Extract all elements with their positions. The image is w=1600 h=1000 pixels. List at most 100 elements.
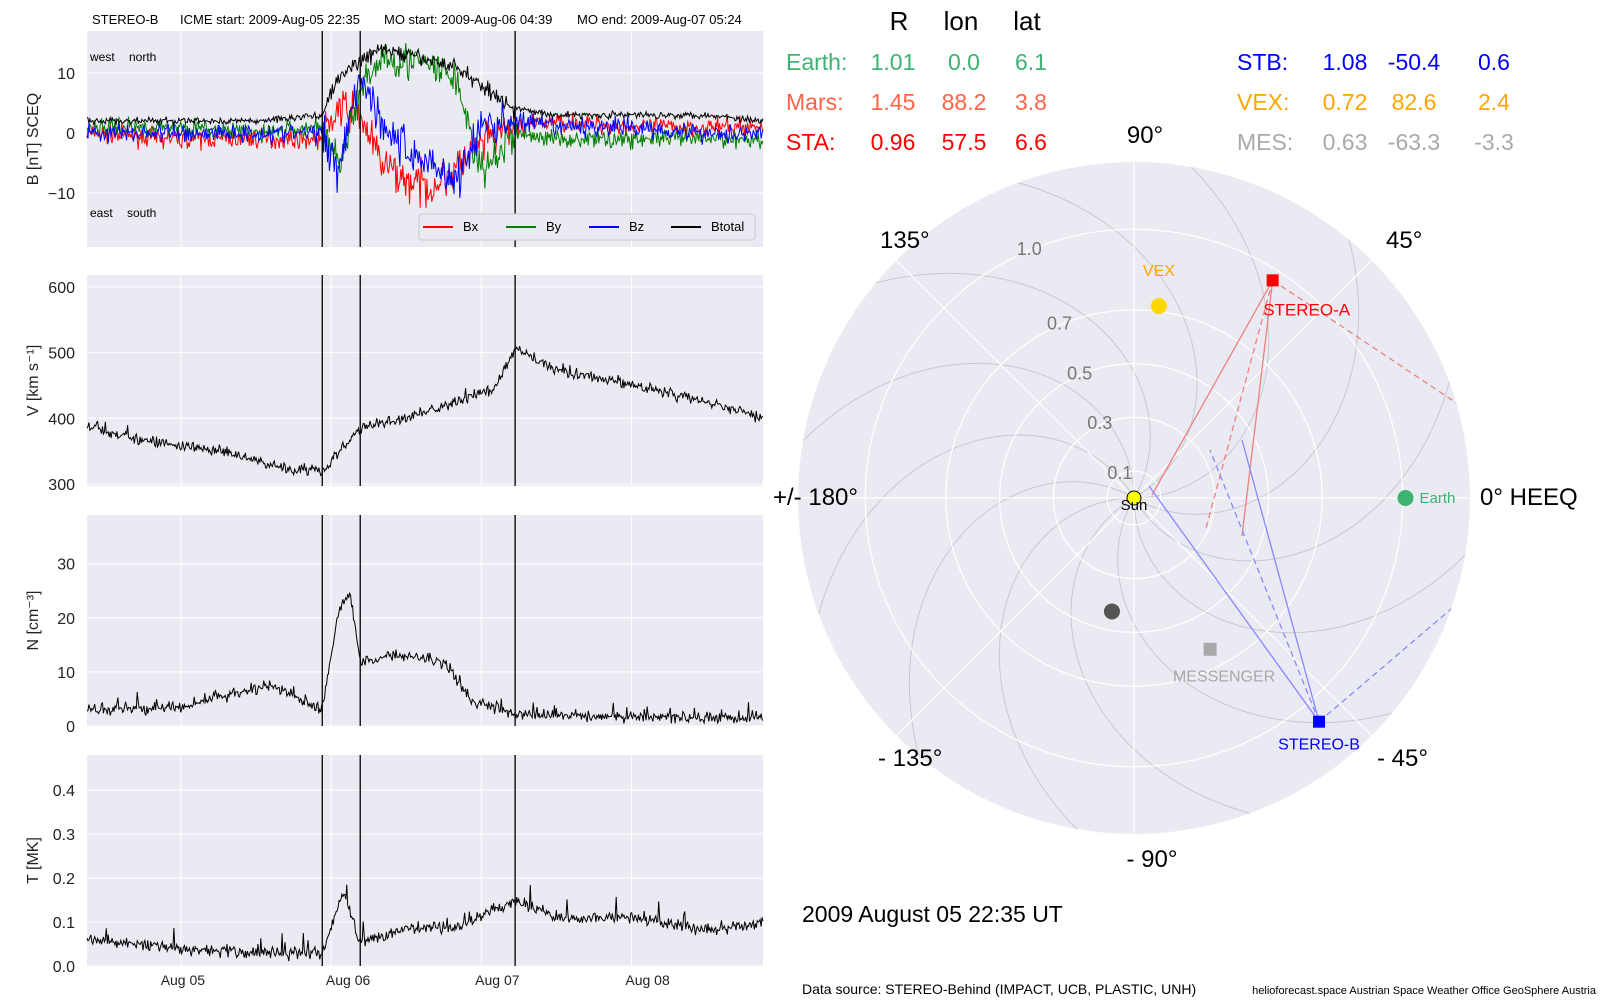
angle-label: - 90° <box>1127 846 1178 873</box>
fov-line <box>1148 485 1320 723</box>
fov-line <box>1318 597 1465 723</box>
fov-line <box>1151 280 1274 496</box>
parker-spiral <box>1133 498 1470 634</box>
panel-V: 600 500 400 300 V [km s⁻¹] <box>25 275 764 494</box>
angle-spoke <box>1133 497 1373 737</box>
y-tick-label: 0 <box>66 126 75 143</box>
y-tick-label: 500 <box>48 346 75 363</box>
y-tick-label: 0.2 <box>53 871 75 888</box>
parker-spiral <box>798 362 1135 498</box>
angle-label: 45° <box>1386 227 1422 254</box>
y-axis-label: T [MK] <box>25 837 42 884</box>
table-value: 2.4 <box>1478 89 1510 115</box>
x-tick-label: Aug 07 <box>475 972 520 988</box>
radial-tick-label: 0.1 <box>1107 463 1132 483</box>
series-line-Bz <box>86 73 764 199</box>
angle-spoke <box>1133 259 1373 499</box>
y-tick-label: 600 <box>48 280 75 297</box>
panel-background <box>87 755 763 966</box>
y-axis-label: V [km s⁻¹] <box>25 345 42 417</box>
table-header: lat <box>1013 6 1041 36</box>
body-vex: VEX <box>1143 263 1175 315</box>
y-tick-label: 0.0 <box>53 959 75 976</box>
radial-tick-label: 0.3 <box>1087 413 1112 433</box>
parker-spiral <box>813 434 1135 633</box>
body-marker <box>1397 490 1414 506</box>
angle-label: - 135° <box>878 745 942 772</box>
body-marker <box>1150 298 1167 315</box>
table-value: 6.1 <box>1015 49 1047 75</box>
legend-box <box>418 213 756 241</box>
y-tick-label: 20 <box>57 611 75 628</box>
parker-spiral <box>908 481 1135 775</box>
header-spacecraft: STEREO-B <box>92 12 158 27</box>
body-label: STEREO-B <box>1278 737 1360 754</box>
body-stereo-b: STEREO-B <box>1278 715 1360 754</box>
angle-label: 135° <box>880 227 930 254</box>
series-line-By <box>86 43 764 189</box>
y-tick-label: 30 <box>57 557 75 574</box>
table-label: VEX: <box>1237 89 1289 115</box>
x-tick-label: Aug 08 <box>625 972 670 988</box>
legend-label: By <box>546 219 562 234</box>
body-marker <box>1203 642 1217 656</box>
body-label: STEREO-A <box>1263 300 1351 319</box>
table-header: lon <box>944 6 979 36</box>
angle-spoke <box>895 259 1135 499</box>
parker-spiral <box>1133 221 1360 515</box>
panel-background <box>87 515 763 726</box>
table-value: 0.0 <box>948 49 980 75</box>
y-tick-label: 0.1 <box>53 915 75 932</box>
body-marker <box>1313 715 1326 728</box>
body-marker <box>1126 490 1142 506</box>
parker-spiral <box>1134 162 1270 499</box>
table-value: 88.2 <box>942 89 987 115</box>
fov-line <box>1241 439 1320 722</box>
body-label: Sun <box>1121 497 1148 514</box>
body-label: Earth <box>1419 490 1455 507</box>
series-line-V <box>86 345 764 477</box>
legend-label: Bx <box>463 219 479 234</box>
table-value: 3.8 <box>1015 89 1047 115</box>
annotation-north: north <box>129 50 156 64</box>
legend-label: Btotal <box>711 219 744 234</box>
fov-line <box>1209 449 1320 722</box>
body-marker <box>1266 274 1279 287</box>
table-header: R <box>890 6 909 36</box>
y-tick-label: 400 <box>48 411 75 428</box>
parker-spiral <box>1070 497 1269 819</box>
fov-line <box>1272 279 1465 409</box>
body-marker <box>1103 603 1120 620</box>
header-mo-end: MO end: 2009-Aug-07 05:24 <box>577 12 742 27</box>
table-label: STA: <box>786 129 835 155</box>
angle-label: 90° <box>1127 122 1163 149</box>
body-mercury <box>1103 603 1120 620</box>
table-value: 57.5 <box>942 129 987 155</box>
series-line-Btotal <box>86 43 764 127</box>
angle-label: 0° HEEQ <box>1480 484 1578 511</box>
series-line-N <box>86 591 764 725</box>
fov-line <box>1241 280 1274 537</box>
body-label: VEX <box>1143 263 1175 280</box>
panel-background <box>87 275 763 486</box>
annotation-east: east <box>90 206 113 220</box>
angle-label: +/- 180° <box>773 484 858 511</box>
table-value: 0.96 <box>871 129 916 155</box>
series-line-T <box>86 884 764 962</box>
table-label: Earth: <box>786 49 847 75</box>
table-value: 1.01 <box>871 49 916 75</box>
body-stereo-a: STEREO-A <box>1263 274 1351 319</box>
y-tick-label: 0.3 <box>53 827 75 844</box>
body-sun: Sun <box>1121 490 1148 514</box>
parker-spiral <box>999 177 1198 499</box>
legend-label: Bz <box>629 219 644 234</box>
table-value: -3.3 <box>1474 129 1514 155</box>
table-value: 82.6 <box>1392 89 1437 115</box>
table-value: 0.72 <box>1323 89 1368 115</box>
parker-spiral <box>857 272 1151 499</box>
angle-spoke <box>895 497 1135 737</box>
header-mo-start: MO start: 2009-Aug-06 04:39 <box>384 12 552 27</box>
body-earth: Earth <box>1397 490 1455 507</box>
